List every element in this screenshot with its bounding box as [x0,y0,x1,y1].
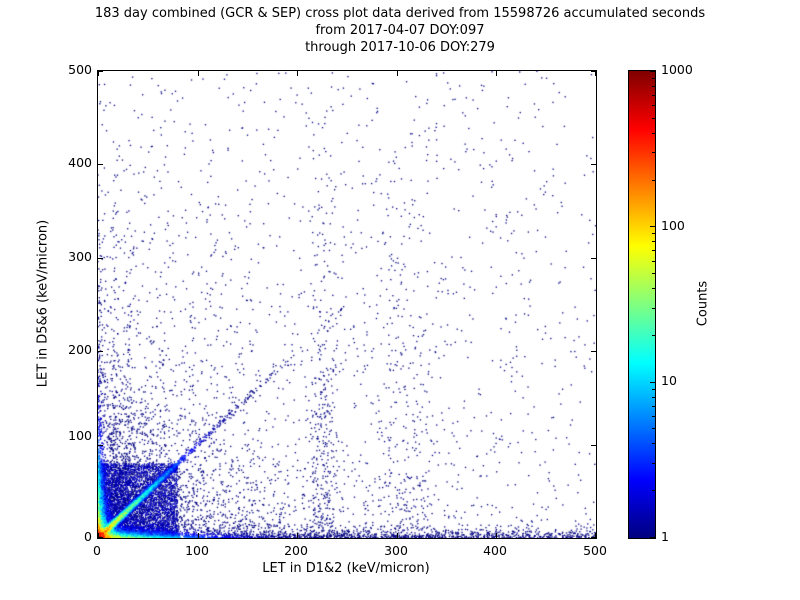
axis-tick [591,258,596,259]
y-tick-label: 400 [68,155,92,170]
colorbar-tick [652,406,655,407]
axis-tick [591,537,596,538]
axis-tick [297,71,298,76]
axis-tick [198,71,199,76]
colorbar-tick-label: 10 [661,373,677,388]
colorbar-tick [650,226,655,227]
chart-subtitle-through: through 2017-10-06 DOY:279 [305,40,495,55]
y-tick-label: 0 [84,529,92,544]
colorbar-tick [652,490,655,491]
axis-tick [591,71,596,72]
axis-tick [496,533,497,538]
y-tick-label: 300 [68,249,92,264]
axis-tick [397,533,398,538]
axis-tick [98,164,103,165]
colorbar-tick [652,288,655,289]
x-axis-label: LET in D1&2 (keV/micron) [262,561,430,576]
y-tick-label: 500 [68,62,92,77]
colorbar-tick [652,95,655,96]
colorbar-gradient [628,70,656,539]
colorbar-tick [650,382,655,383]
colorbar-tick [652,389,655,390]
y-tick-label: 200 [68,342,92,357]
axis-tick [98,71,103,72]
axis-tick [198,533,199,538]
axis-tick [297,533,298,538]
colorbar-tick [652,118,655,119]
chart-title: 183 day combined (GCR & SEP) cross plot … [94,6,706,21]
axis-tick [595,533,596,538]
axis-tick [98,258,103,259]
colorbar-tick [652,105,655,106]
colorbar-tick [652,308,655,309]
colorbar-axis-label: Counts [695,280,711,327]
axis-tick [591,351,596,352]
axis-tick [397,71,398,76]
axis-tick [98,71,99,76]
colorbar-tick [652,443,655,444]
x-tick-label: 100 [185,543,209,558]
y-tick-label: 100 [68,428,92,443]
colorbar-tick [652,233,655,234]
colorbar-tick [652,335,655,336]
colorbar-tick [652,241,655,242]
colorbar-tick [652,273,655,274]
x-tick-label: 200 [284,543,308,558]
x-tick-label: 500 [583,543,607,558]
colorbar-tick [652,428,655,429]
colorbar-tick [652,250,655,251]
axis-tick [595,71,596,76]
colorbar-tick [652,180,655,181]
axis-tick [98,533,99,538]
colorbar-tick-label: 1 [661,529,669,544]
colorbar-tick [652,261,655,262]
x-tick-label: 0 [93,543,101,558]
colorbar-tick [652,397,655,398]
colorbar-tick [652,463,655,464]
axis-tick [98,537,103,538]
colorbar-tick [650,71,655,72]
colorbar-tick [652,133,655,134]
colorbar-tick-label: 100 [661,218,685,233]
plot-area [97,70,597,539]
colorbar-tick [652,86,655,87]
density-scatter-canvas [98,71,596,538]
x-tick-label: 300 [384,543,408,558]
y-axis-label: LET in D5&6 (keV/micron) [35,219,51,388]
colorbar-tick [652,416,655,417]
colorbar-tick-label: 1000 [661,62,693,77]
x-tick-label: 400 [483,543,507,558]
colorbar-tick [652,152,655,153]
axis-tick [98,351,103,352]
axis-tick [591,445,596,446]
axis-tick [98,445,103,446]
chart-subtitle-from: from 2017-04-07 DOY:097 [315,23,485,38]
axis-tick [591,164,596,165]
colorbar-tick [652,78,655,79]
colorbar-tick [650,537,655,538]
axis-tick [496,71,497,76]
